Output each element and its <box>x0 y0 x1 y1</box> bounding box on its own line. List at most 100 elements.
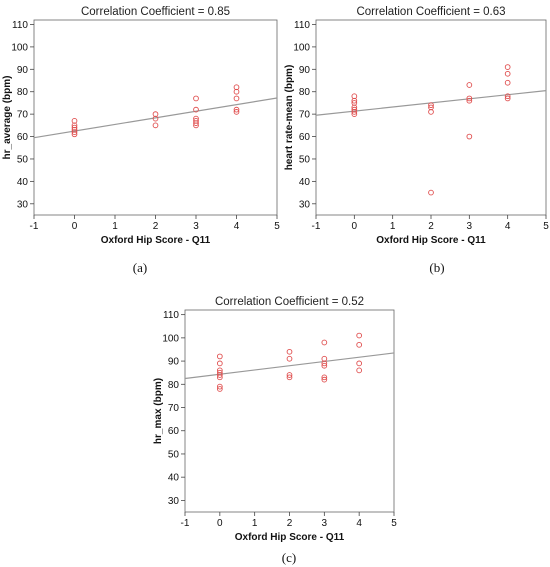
data-point <box>356 367 363 374</box>
y-tick-label: 110 <box>163 310 179 321</box>
y-axis-label: hr_max (bpm) <box>153 378 164 444</box>
data-point <box>216 367 223 374</box>
data-point <box>466 82 473 88</box>
x-tick-label: -1 <box>312 221 321 232</box>
data-point <box>356 332 363 339</box>
data-point <box>321 376 328 383</box>
data-point <box>71 118 78 124</box>
x-tick-label: 2 <box>153 221 159 232</box>
data-point <box>321 362 328 369</box>
x-axis-label: Oxford Hip Score - Q11 <box>101 235 211 246</box>
data-point <box>216 369 223 376</box>
x-axis-label: Oxford Hip Score - Q11 <box>376 235 486 246</box>
chart-panel-3: Correlation Coefficient = 0.52 -1 0 1 2 3 4 5 30… <box>153 296 397 565</box>
data-point <box>286 374 293 381</box>
regression-line <box>33 97 278 139</box>
x-tick-label: 4 <box>505 221 511 232</box>
data-point <box>193 118 199 124</box>
data-point <box>351 106 358 113</box>
x-tick-label: 2 <box>428 221 434 232</box>
y-tick-label: 110 <box>294 20 310 31</box>
data-point <box>286 348 293 355</box>
data-point <box>351 93 358 100</box>
regression-line <box>184 352 395 380</box>
data-point <box>233 84 240 91</box>
x-tick-label: 1 <box>252 518 258 529</box>
y-axis-label: heart rate-mean (bpm) <box>284 65 295 171</box>
y-axis-label: hr_average (bpm) <box>2 76 13 160</box>
y-tick-label: 80 <box>17 87 29 98</box>
y-tick-label: 70 <box>168 403 180 414</box>
x-tick-label: 3 <box>193 221 199 232</box>
y-tick-label: 30 <box>168 496 180 507</box>
x-tick-label: -1 <box>30 221 39 232</box>
chart-title: Correlation Coefficient = 0.85 <box>81 6 230 18</box>
data-point <box>351 100 358 106</box>
x-tick-label: 1 <box>112 221 118 232</box>
panel-caption: (a) <box>133 260 147 275</box>
data-point <box>356 360 363 367</box>
chart-title: Correlation Coefficient = 0.52 <box>215 296 364 308</box>
data-point <box>71 124 78 131</box>
data-point <box>286 355 293 362</box>
x-tick-label: 5 <box>274 221 280 232</box>
data-point <box>428 102 434 109</box>
data-point <box>193 95 199 102</box>
y-tick-label: 50 <box>299 154 311 165</box>
x-tick-label: 4 <box>234 221 240 232</box>
y-tick-label: 30 <box>17 199 29 210</box>
y-tick-label: 80 <box>168 380 180 391</box>
y-tick-label: 50 <box>17 154 29 165</box>
x-axis-label: Oxford Hip Score - Q11 <box>235 532 345 543</box>
data-point <box>466 133 473 140</box>
data-point <box>504 79 511 86</box>
data-point <box>286 372 293 378</box>
x-tick-label: 3 <box>322 518 328 529</box>
data-point <box>233 109 240 115</box>
plot-frame <box>184 309 395 513</box>
y-tick-label: 90 <box>168 357 180 368</box>
y-tick-label: 110 <box>12 20 28 31</box>
data-point <box>428 104 434 111</box>
data-point <box>216 386 223 392</box>
chart-panel-2: Correlation Coefficient = 0.63 -1 0 1 2 3 4 5 30… <box>284 6 549 275</box>
x-tick-label: 1 <box>390 221 396 232</box>
y-tick-label: 100 <box>293 42 310 53</box>
data-point <box>152 122 159 129</box>
data-point <box>321 374 328 381</box>
data-point <box>193 106 199 113</box>
data-point <box>504 64 511 70</box>
data-point <box>216 353 223 360</box>
data-point <box>233 106 240 113</box>
y-tick-label: 60 <box>17 132 29 143</box>
x-tick-label: 3 <box>467 221 473 232</box>
data-point <box>152 111 159 117</box>
y-tick-label: 80 <box>299 87 311 98</box>
data-point <box>504 95 511 102</box>
data-point <box>193 115 199 122</box>
y-tick-label: 40 <box>168 473 180 484</box>
x-tick-label: 5 <box>391 518 397 529</box>
y-tick-label: 90 <box>17 65 29 76</box>
panel-caption: (b) <box>429 260 444 275</box>
data-point <box>466 95 473 102</box>
data-point <box>321 355 328 362</box>
data-point <box>466 97 473 104</box>
x-tick-label: 5 <box>543 221 549 232</box>
data-point <box>504 70 511 77</box>
chart-panel-1: Correlation Coefficient = 0.85 -1 0 1 2 3 4 5 30… <box>2 6 280 275</box>
data-point <box>428 189 434 196</box>
x-tick-label: 2 <box>287 518 293 529</box>
y-tick-label: 70 <box>299 110 311 121</box>
y-tick-label: 30 <box>299 199 311 210</box>
y-tick-label: 40 <box>299 177 311 188</box>
y-tick-label: 100 <box>11 42 28 53</box>
data-point <box>233 95 240 102</box>
x-tick-label: -1 <box>181 518 190 529</box>
data-point <box>321 339 328 346</box>
y-tick-label: 100 <box>162 333 179 344</box>
data-point <box>356 341 363 348</box>
y-tick-label: 90 <box>299 65 311 76</box>
data-point <box>216 383 223 390</box>
